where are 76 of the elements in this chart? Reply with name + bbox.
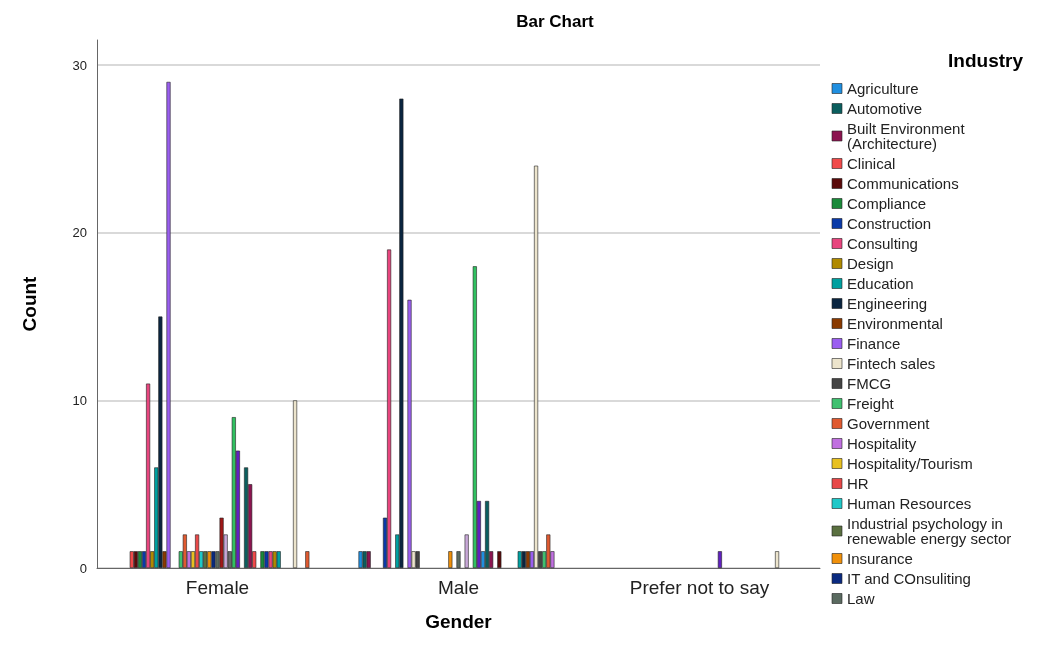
chart-title: Bar Chart [516, 12, 595, 31]
legend-label: Fintech sales [847, 355, 936, 372]
bar [362, 551, 367, 568]
legend-label: IT and COnsuliting [847, 570, 971, 587]
legend-label: Human Resources [847, 495, 972, 512]
legend-label: Consulting [847, 235, 918, 252]
legend-label: Built Environment (Architecture) [847, 120, 969, 152]
legend-label: Communications [847, 175, 959, 192]
legend-label: Environmental [847, 315, 943, 332]
bar [407, 299, 412, 568]
legend-label: Finance [847, 335, 901, 352]
bar [521, 551, 526, 568]
x-axis-title: Gender [425, 611, 493, 632]
legend-label: Clinical [847, 155, 896, 172]
bar [268, 551, 273, 568]
y-tick-label: 30 [72, 57, 87, 73]
bar [182, 534, 187, 568]
bar [546, 534, 551, 568]
bar [448, 551, 453, 568]
legend-label: Construction [847, 215, 932, 232]
bar [195, 534, 200, 568]
bar [231, 417, 236, 568]
legend-label: Design [847, 255, 894, 272]
legend-label: Agriculture [847, 80, 919, 97]
bar [775, 551, 780, 568]
bar [717, 551, 722, 568]
legend-label: Automotive [847, 100, 923, 117]
legend-label: Freight [847, 395, 895, 412]
bar [203, 551, 208, 568]
y-tick-label: 20 [72, 225, 87, 241]
bar [276, 551, 281, 568]
legend-label: Law [847, 590, 875, 607]
bar [497, 551, 502, 568]
x-tick-label: Male [437, 577, 480, 598]
x-tick-label: Prefer not to say [629, 577, 770, 598]
bar [415, 551, 420, 568]
y-tick-label: 0 [79, 560, 87, 576]
bar [158, 316, 163, 568]
legend-label: Hospitality [847, 435, 917, 452]
bar [485, 500, 490, 568]
legend-title: Industry [948, 50, 1024, 71]
bar [387, 249, 392, 568]
x-tick-label: Female [185, 577, 250, 598]
bar [293, 400, 298, 568]
y-tick-label: 10 [72, 392, 87, 408]
bar [137, 551, 142, 568]
bar [207, 551, 212, 568]
bar [272, 551, 277, 568]
bar [219, 517, 224, 568]
legend-label: Education [847, 275, 914, 292]
legend-label: Engineering [847, 295, 928, 312]
y-axis-title: Count [19, 275, 40, 332]
bar [260, 551, 265, 568]
legend-label: Compliance [847, 195, 927, 212]
bar [358, 551, 363, 568]
bar [399, 98, 404, 568]
legend-label: FMCG [847, 375, 892, 392]
bar [146, 383, 151, 568]
legend-label: Industrial psychology in renewable energy sector [847, 515, 1012, 547]
legend-label: Insurance [847, 550, 913, 567]
legend-label: Government [847, 415, 931, 432]
bar [366, 551, 371, 568]
legend-label: Hospitality/Tourism [847, 455, 973, 472]
bar [211, 551, 216, 568]
bar [534, 165, 539, 568]
bar [133, 551, 138, 568]
bar [244, 467, 249, 568]
bar [264, 551, 269, 568]
bar [517, 551, 522, 568]
bar [472, 266, 477, 568]
bar [464, 534, 469, 568]
bar [129, 551, 134, 568]
bar [166, 81, 171, 568]
bar [305, 551, 310, 568]
legend-label: HR [847, 475, 869, 492]
bar [525, 551, 530, 568]
